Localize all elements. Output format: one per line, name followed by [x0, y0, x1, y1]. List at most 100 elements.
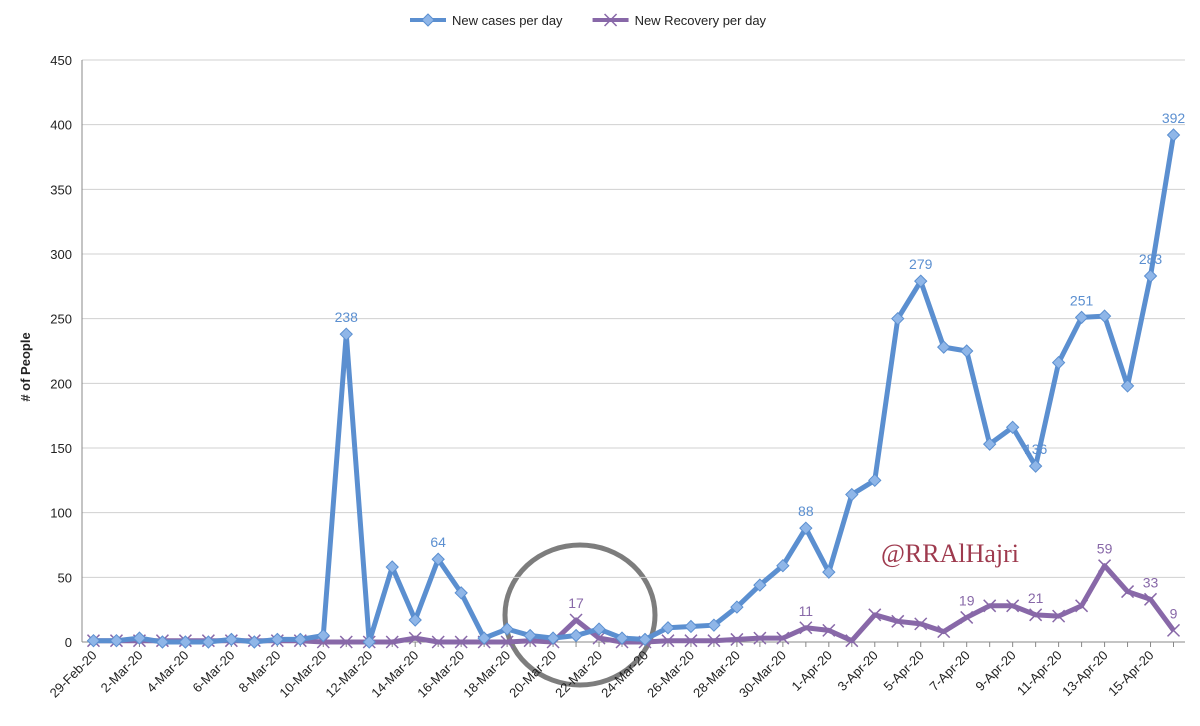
marker — [1075, 599, 1089, 613]
highlight-circle — [502, 542, 658, 688]
marker — [408, 631, 422, 645]
marker — [385, 560, 399, 574]
marker — [270, 632, 285, 647]
marker — [661, 621, 675, 635]
marker — [776, 631, 790, 645]
marker — [500, 635, 514, 649]
marker — [615, 631, 629, 645]
data-label: 11 — [799, 603, 814, 619]
marker — [86, 633, 101, 648]
legend-marker — [604, 13, 618, 27]
x-tick-label: 20-Mar-20 — [506, 648, 559, 701]
marker — [431, 635, 445, 649]
y-tick-label: 300 — [50, 247, 72, 262]
x-tick-label: 8-Mar-20 — [236, 648, 284, 696]
marker — [822, 565, 836, 579]
marker — [891, 311, 905, 326]
marker — [201, 635, 216, 649]
marker — [155, 635, 170, 649]
marker — [960, 610, 974, 624]
marker — [362, 635, 376, 649]
x-tick-label: 6-Mar-20 — [190, 648, 238, 696]
marker — [454, 586, 468, 600]
x-tick-label: 24-Mar-20 — [598, 648, 651, 701]
x-tick-label: 7-Apr-20 — [926, 648, 972, 694]
marker — [546, 631, 560, 645]
x-tick-label: 10-Mar-20 — [276, 648, 329, 701]
marker — [845, 487, 859, 502]
marker — [1052, 609, 1066, 623]
x-tick-label: 5-Apr-20 — [880, 648, 926, 694]
x-tick-label: 18-Mar-20 — [460, 648, 513, 701]
x-tick-label: 30-Mar-20 — [736, 648, 789, 701]
x-tick-label: 12-Mar-20 — [322, 648, 375, 701]
marker — [293, 632, 308, 647]
data-label: 283 — [1139, 251, 1163, 267]
marker — [959, 344, 974, 358]
marker — [178, 635, 193, 649]
data-label: 238 — [335, 309, 359, 325]
x-tick-label: 3-Apr-20 — [835, 648, 881, 694]
marker — [868, 608, 882, 622]
marker — [1098, 559, 1112, 573]
marker — [753, 578, 767, 592]
data-label: 64 — [430, 534, 446, 550]
marker — [1143, 592, 1158, 606]
data-label: 33 — [1143, 574, 1159, 590]
marker — [1143, 269, 1158, 283]
data-label: 88 — [798, 503, 814, 519]
marker — [592, 622, 606, 636]
marker — [431, 552, 445, 566]
marker — [753, 631, 767, 645]
marker — [523, 628, 537, 643]
marker — [592, 631, 606, 645]
marker — [1166, 128, 1181, 142]
marker — [707, 634, 721, 648]
y-tick-label: 0 — [65, 635, 72, 650]
marker — [730, 600, 744, 614]
marker — [454, 635, 468, 649]
marker — [132, 631, 147, 645]
marker — [569, 628, 583, 643]
y-tick-label: 200 — [50, 376, 72, 391]
marker — [316, 628, 330, 643]
x-tick-label: 4-Mar-20 — [144, 648, 192, 696]
legend-label: New Recovery per day — [635, 13, 767, 28]
marker — [339, 327, 353, 341]
marker — [661, 634, 675, 648]
x-tick-label: 14-Mar-20 — [368, 648, 421, 701]
x-tick-label: 16-Mar-20 — [414, 648, 467, 701]
watermark: @RRAlHajri — [881, 539, 1019, 568]
marker — [477, 631, 491, 645]
marker — [822, 623, 836, 637]
marker — [914, 274, 928, 288]
marker — [983, 599, 997, 613]
y-tick-label: 150 — [50, 441, 72, 456]
x-tick-label: 11-Apr-20 — [1014, 648, 1065, 699]
x-tick-label: 15-Apr-20 — [1105, 648, 1156, 699]
y-axis-label: # of People — [18, 332, 33, 401]
y-tick-label: 450 — [50, 53, 72, 68]
marker — [684, 619, 698, 634]
marker — [1097, 309, 1112, 323]
y-tick-label: 400 — [50, 118, 72, 133]
x-tick-label: 1-Apr-20 — [789, 648, 835, 694]
x-tick-label: 22-Mar-20 — [552, 648, 605, 701]
x-tick-label: 26-Mar-20 — [644, 648, 697, 701]
marker — [684, 634, 698, 648]
y-tick-label: 50 — [58, 570, 72, 585]
marker — [891, 614, 905, 628]
x-tick-label: 28-Mar-20 — [690, 648, 743, 701]
marker — [1166, 623, 1181, 637]
marker — [1074, 310, 1089, 325]
marker — [937, 625, 951, 639]
marker — [500, 622, 514, 636]
marker — [1028, 459, 1043, 473]
marker — [1006, 599, 1020, 613]
y-tick-label: 100 — [50, 506, 72, 521]
marker — [776, 558, 790, 573]
data-label: 17 — [568, 595, 584, 611]
marker — [845, 634, 859, 648]
data-label: 21 — [1028, 590, 1044, 606]
